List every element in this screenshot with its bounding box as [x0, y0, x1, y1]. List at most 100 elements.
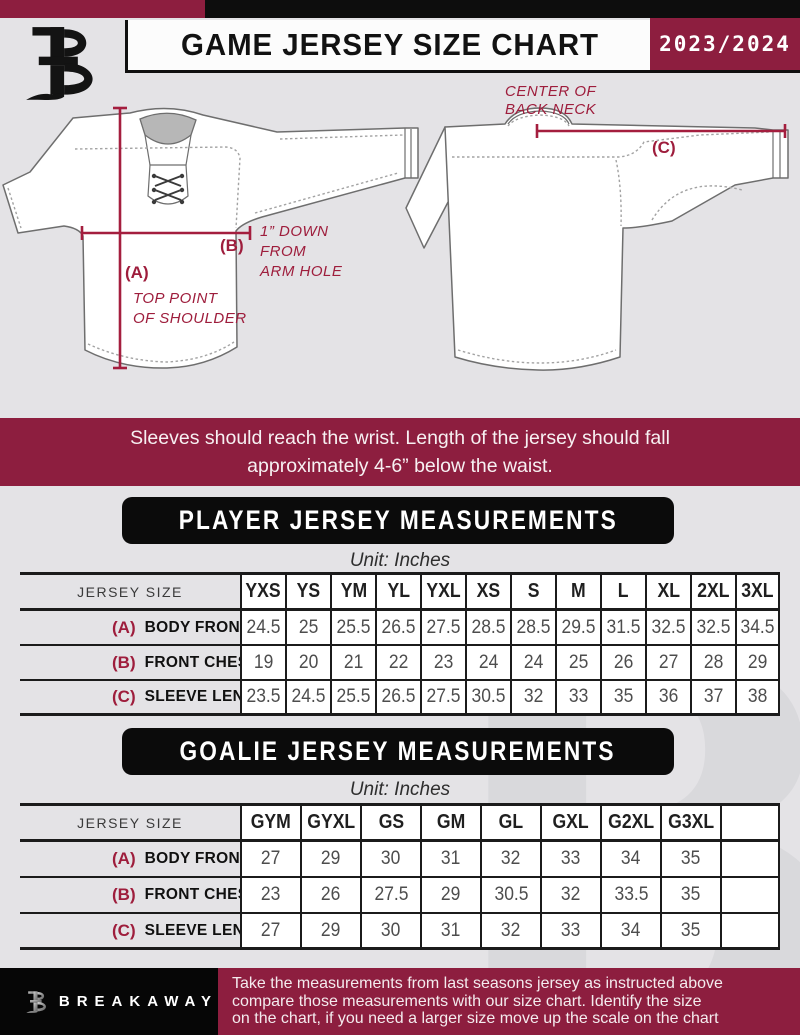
value-cell: 26 — [600, 646, 645, 679]
value-cell: 35 — [600, 681, 645, 713]
column-header-size: XS — [465, 575, 510, 608]
column-header-size: S — [510, 575, 555, 608]
value-cell: 37 — [690, 681, 735, 713]
column-header-size: GL — [480, 806, 540, 839]
value-cell: 27.5 — [420, 611, 465, 644]
top-strip-maroon — [0, 0, 205, 18]
row-label: (B)FRONT CHEST — [112, 652, 240, 672]
value-cell: 26.5 — [375, 611, 420, 644]
value-cell: 23 — [240, 878, 300, 912]
value-cell: 24.5 — [285, 681, 330, 713]
column-header-jersey-size: JERSEY SIZE — [77, 814, 183, 831]
column-header-size: YM — [330, 575, 375, 608]
breakaway-footer-logo-icon — [26, 990, 46, 1013]
value-cell: 25.5 — [330, 681, 375, 713]
fit-notice-line2: approximately 4-6” below the waist. — [247, 455, 553, 477]
fit-notice-line1: Sleeves should reach the wrist. Length o… — [130, 427, 670, 449]
label-c-note-line1: CENTER OF — [505, 83, 597, 100]
value-cell: 30 — [360, 842, 420, 876]
value-cell: 29 — [420, 878, 480, 912]
value-cell: 28.5 — [510, 611, 555, 644]
value-cell: 24 — [465, 646, 510, 679]
back-jersey-drawing — [405, 107, 789, 371]
column-header-size: YS — [285, 575, 330, 608]
value-cell: 35 — [660, 842, 720, 876]
column-header-size: L — [600, 575, 645, 608]
value-cell: 27.5 — [420, 681, 465, 713]
fit-notice-banner: Sleeves should reach the wrist. Length o… — [0, 418, 800, 486]
value-cell: 27 — [645, 646, 690, 679]
footer-brand-panel: BREAKAWAY — [0, 968, 218, 1035]
value-cell: 32 — [540, 878, 600, 912]
column-header-size: YXL — [420, 575, 465, 608]
value-cell: 24.5 — [240, 611, 285, 644]
value-cell — [720, 914, 780, 947]
value-cell: 27 — [240, 914, 300, 947]
value-cell: 22 — [375, 646, 420, 679]
season-badge: 2023/2024 — [650, 18, 800, 73]
value-cell: 29.5 — [555, 611, 600, 644]
footer-instruction-line2: compare those measurements with our size… — [232, 992, 702, 1010]
value-cell: 33 — [540, 914, 600, 947]
value-cell: 32 — [480, 914, 540, 947]
value-cell: 32 — [510, 681, 555, 713]
measurement-line-c — [535, 124, 787, 138]
value-cell: 36 — [645, 681, 690, 713]
value-cell: 33.5 — [600, 878, 660, 912]
footer-brand-name: BREAKAWAY — [58, 993, 218, 1010]
front-jersey-lacing — [151, 173, 185, 205]
value-cell: 26 — [300, 878, 360, 912]
footer-instruction-line1: Take the measurements from last seasons … — [232, 975, 723, 992]
jersey-diagrams: (A) TOP POINT OF SHOULDER (B) 1” DOWN FR… — [2, 83, 789, 371]
column-header-size: GXL — [540, 806, 600, 839]
row-label: (C)SLEEVE LENGTH — [112, 687, 240, 706]
page-title: GAME JERSEY SIZE CHART — [181, 27, 600, 62]
label-a-note-line1: TOP POINT — [133, 290, 219, 307]
value-cell: 27.5 — [360, 878, 420, 912]
table-row: (C)SLEEVE LENGTH2729303132333435 — [20, 914, 780, 950]
column-header-size: GYXL — [300, 806, 360, 839]
label-b-note-line3: ARM HOLE — [259, 263, 343, 280]
player-section-banner: PLAYER JERSEY MEASUREMENTS — [122, 497, 674, 544]
value-cell: 19 — [240, 646, 285, 679]
measurement-line-a — [113, 106, 127, 370]
column-header-jersey-size: JERSEY SIZE — [77, 583, 183, 600]
value-cell — [720, 842, 780, 876]
row-label: (A) BODY FRONT — [112, 617, 240, 637]
column-header-size: GYM — [240, 806, 300, 839]
value-cell: 28.5 — [465, 611, 510, 644]
footer: BREAKAWAY Take the measurements from las… — [0, 968, 800, 1035]
value-cell: 32.5 — [690, 611, 735, 644]
column-header-size: GS — [360, 806, 420, 839]
value-cell: 30.5 — [480, 878, 540, 912]
column-header-size: YL — [375, 575, 420, 608]
value-cell — [720, 878, 780, 912]
column-header-size: YXS — [240, 575, 285, 608]
table-row: (B)FRONT CHEST192021222324242526272829 — [20, 646, 780, 681]
player-section-title: PLAYER JERSEY MEASUREMENTS — [178, 505, 618, 535]
goalie-section-title: GOALIE JERSEY MEASUREMENTS — [179, 736, 617, 766]
value-cell: 35 — [660, 914, 720, 947]
column-header-size: G3XL — [660, 806, 720, 839]
column-header-size: G2XL — [600, 806, 660, 839]
value-cell: 26.5 — [375, 681, 420, 713]
value-cell: 31.5 — [600, 611, 645, 644]
value-cell: 28 — [690, 646, 735, 679]
value-cell: 23.5 — [240, 681, 285, 713]
player-measurements-table: JERSEY SIZE YXS YS YM YL YXL XS S M L XL 2XL 3XL (A) B… — [20, 572, 780, 716]
label-b-note-line2: FROM — [260, 243, 306, 260]
breakaway-logo-icon — [26, 27, 93, 100]
value-cell: 33 — [540, 842, 600, 876]
value-cell: 33 — [555, 681, 600, 713]
table-row: (A) BODY FRONT 24.5 25 25.5 26.5 27.5 28.5 28.5 2… — [20, 611, 780, 646]
label-a-note-line2: OF SHOULDER — [133, 310, 247, 327]
column-header-size: M — [555, 575, 600, 608]
value-cell: 34.5 — [735, 611, 780, 644]
value-cell: 25 — [555, 646, 600, 679]
label-c-note-line2: BACK NECK — [505, 101, 597, 118]
front-jersey-drawing — [2, 107, 419, 369]
column-header-size: 2XL — [690, 575, 735, 608]
value-cell: 31 — [420, 842, 480, 876]
